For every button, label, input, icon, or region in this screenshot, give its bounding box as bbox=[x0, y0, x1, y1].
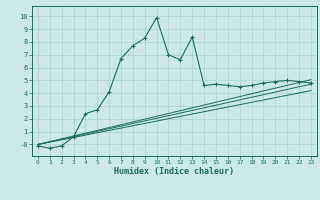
X-axis label: Humidex (Indice chaleur): Humidex (Indice chaleur) bbox=[115, 167, 234, 176]
